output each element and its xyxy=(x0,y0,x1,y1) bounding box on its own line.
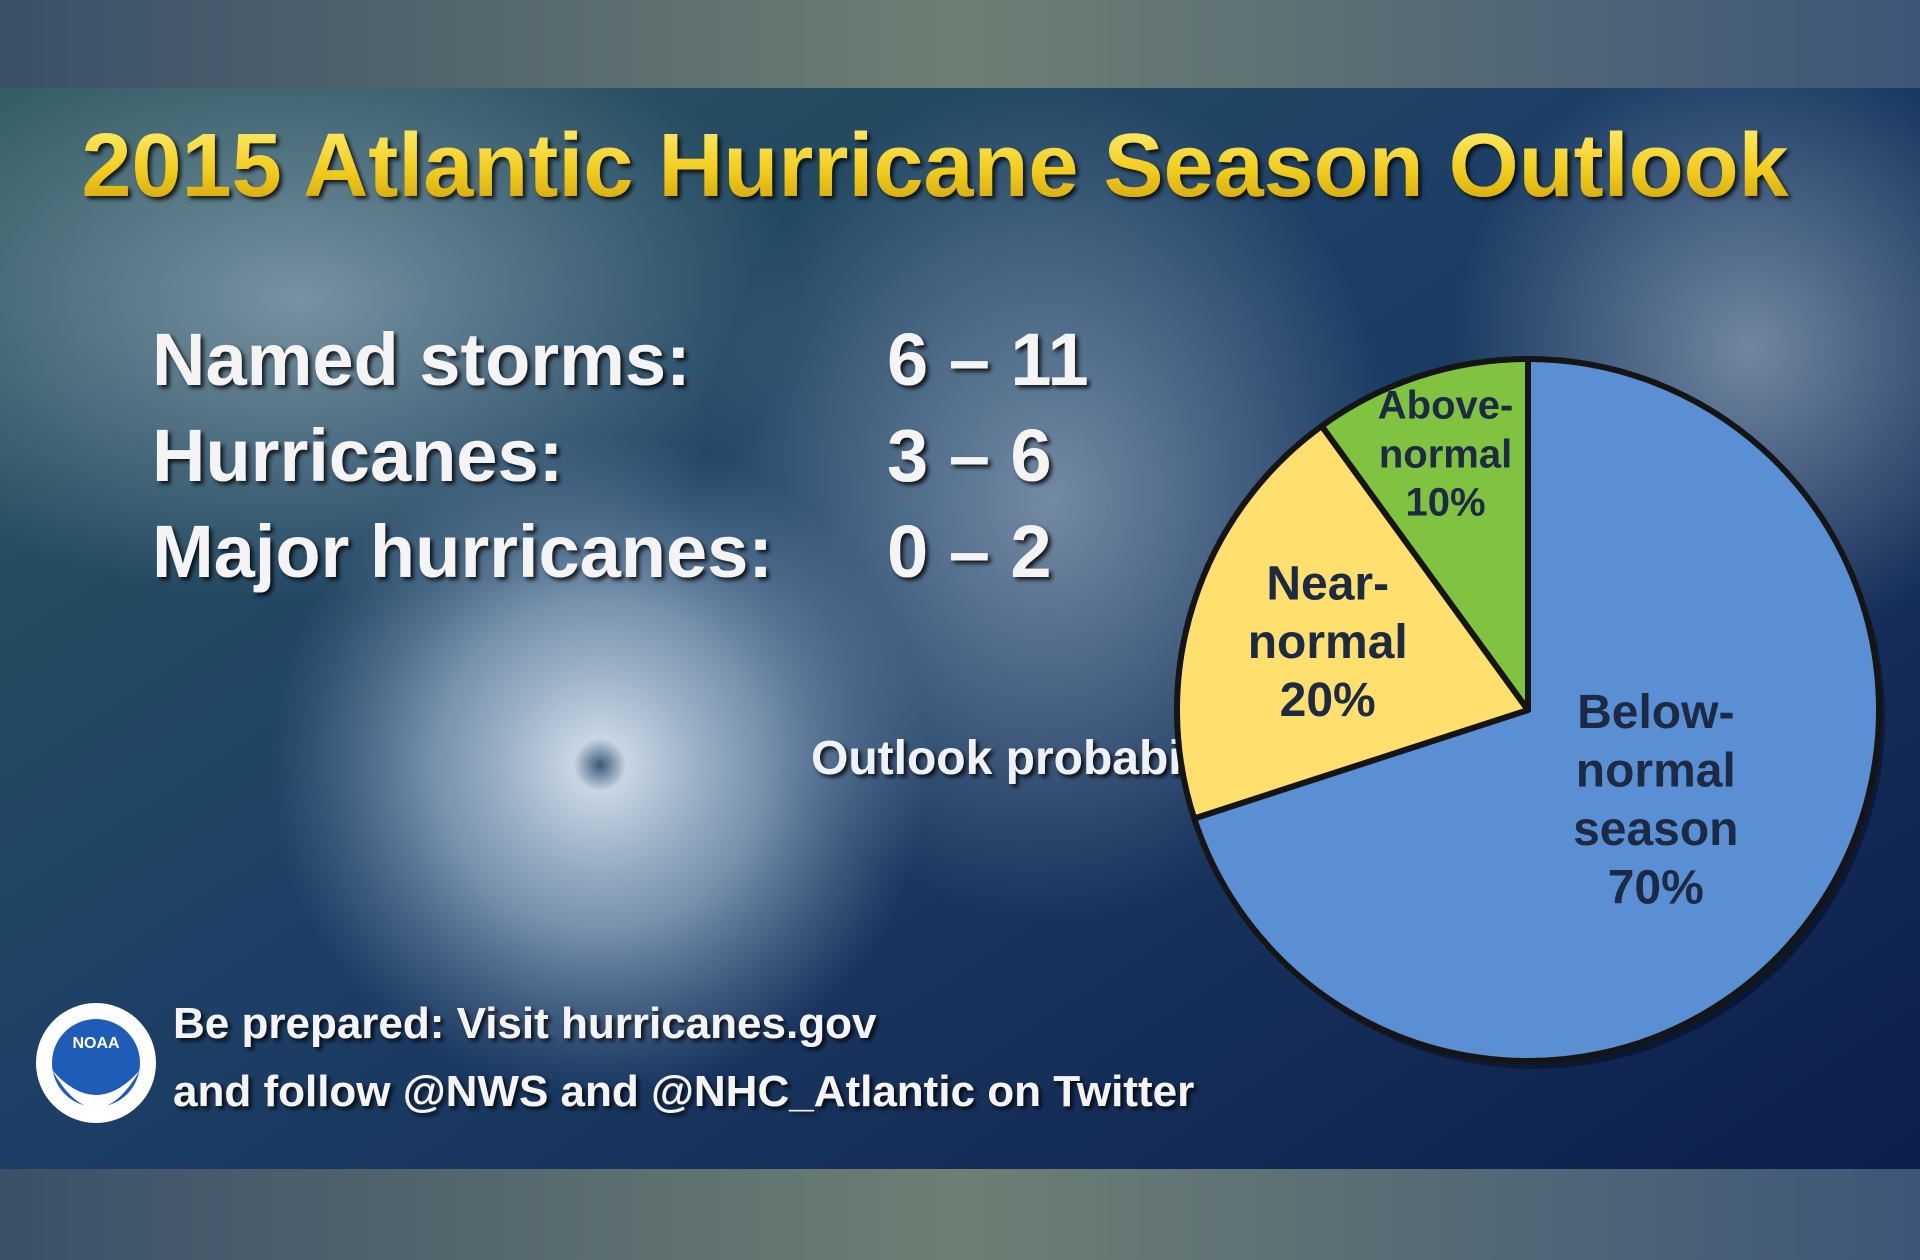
slice-label: Above-normal xyxy=(1378,383,1514,476)
stat-value: 6 – 11 xyxy=(887,318,1089,401)
pie-slice xyxy=(1174,423,1531,822)
pie-slice xyxy=(1191,356,1882,1064)
slice-value-label: 10% xyxy=(1406,481,1486,525)
stat-label: Named storms: xyxy=(152,318,691,401)
stat-value: 3 – 6 xyxy=(887,414,1052,497)
bottom-band xyxy=(0,1169,1920,1260)
chart-title: 2015 Atlantic Hurricane Season Outlook xyxy=(81,116,1789,216)
hurricane xyxy=(270,435,930,1095)
slice-value-label: 70% xyxy=(1608,861,1704,914)
logo-text: NOAA xyxy=(72,1035,120,1052)
pie-slice xyxy=(1318,356,1531,713)
footer-text: and follow @NWS and @NHC_Atlantic on Twi… xyxy=(173,1067,1194,1116)
slice-value-label: 20% xyxy=(1280,674,1376,727)
top-band xyxy=(0,0,1920,88)
stat-value: 0 – 2 xyxy=(887,510,1052,593)
slice-label: Near-normal xyxy=(1248,557,1408,669)
stat-label: Major hurricanes: xyxy=(152,510,773,593)
stat-label: Hurricanes: xyxy=(152,414,563,497)
logo-disc xyxy=(52,1019,140,1107)
slice-label: Below-normal season xyxy=(1573,686,1738,856)
logo-gull xyxy=(52,1070,140,1108)
noaa-logo: NOAA xyxy=(36,1003,156,1123)
footer-text: Be prepared: Visit hurricanes.gov xyxy=(173,999,877,1048)
